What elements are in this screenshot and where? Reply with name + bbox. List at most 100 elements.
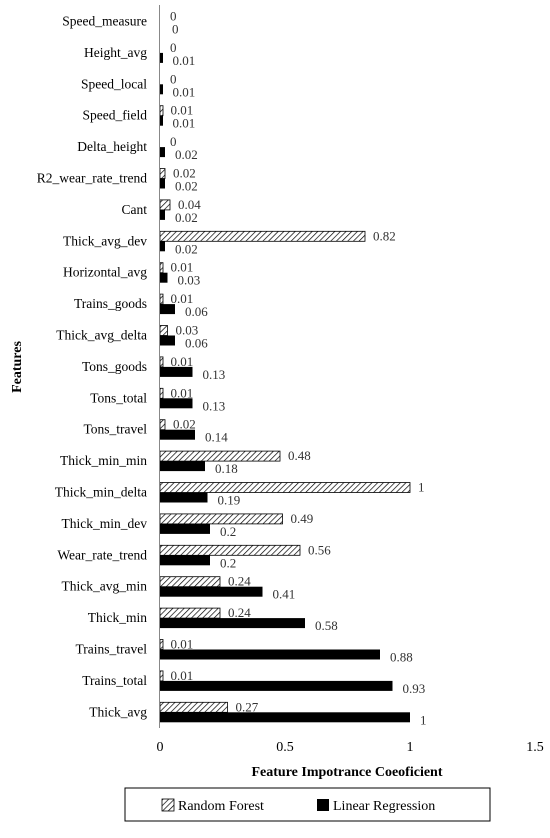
value-label-linear-regression-trains-travel: 0.88 [390, 650, 413, 665]
value-label-linear-regression-thick-min-dev: 0.2 [220, 524, 236, 539]
value-label-random-forest-thick-min-dev: 0.49 [291, 511, 314, 526]
category-label-thick-min-dev: Thick_min_dev [62, 516, 148, 531]
value-label-random-forest-trains-total: 0.01 [171, 668, 194, 683]
bar-random-forest-thick-avg-min [159, 576, 221, 588]
bar-linear-regression-delta-height [160, 147, 165, 158]
bar-linear-regression-thick-min [160, 618, 305, 629]
bar-linear-regression-trains-total [160, 680, 393, 691]
value-label-linear-regression-r2-wear-rate-trend: 0.02 [175, 179, 198, 194]
bar-linear-regression-tons-goods [160, 366, 193, 377]
bar-random-forest-thick-min-dev [159, 513, 283, 525]
category-label-cant: Cant [122, 202, 148, 217]
category-label-wear-rate-trend: Wear_rate_trend [57, 547, 147, 562]
bar-linear-regression-thick-min-delta [160, 492, 208, 503]
value-label-linear-regression-height-avg: 0.01 [173, 53, 196, 68]
bar-random-forest-cant [159, 199, 171, 211]
y-axis-title: Features [10, 341, 25, 393]
bar-linear-regression-thick-min-dev [160, 523, 210, 534]
bar-linear-regression-thick-avg-delta [160, 335, 175, 346]
value-label-random-forest-tons-total: 0.01 [171, 385, 194, 400]
value-label-random-forest-thick-avg-dev: 0.82 [373, 228, 396, 243]
x-tick-label: 0.5 [276, 740, 294, 755]
value-label-linear-regression-delta-height: 0.02 [175, 147, 198, 162]
value-label-random-forest-speed-field: 0.01 [171, 103, 194, 118]
value-label-random-forest-r2-wear-rate-trend: 0.02 [173, 166, 196, 181]
value-label-linear-regression-speed-field: 0.01 [173, 116, 196, 131]
category-label-speed-local: Speed_local [81, 76, 147, 91]
value-label-random-forest-wear-rate-trend: 0.56 [308, 542, 331, 557]
value-label-linear-regression-cant: 0.02 [175, 210, 198, 225]
x-axis-title: Feature Impotrance Coeoficient [251, 765, 442, 780]
category-label-thick-avg-delta: Thick_avg_delta [56, 328, 147, 343]
category-label-tons-travel: Tons_travel [83, 422, 147, 437]
legend-swatch-linear-regression [317, 799, 329, 811]
bar-linear-regression-tons-total [160, 398, 193, 409]
value-label-random-forest-thick-min: 0.24 [228, 605, 251, 620]
bar-random-forest-thick-min-delta [159, 482, 411, 493]
bar-random-forest-tons-total [159, 387, 164, 399]
bar-linear-regression-thick-avg-min [160, 586, 263, 597]
category-label-thick-min-delta: Thick_min_delta [55, 485, 147, 500]
value-label-linear-regression-horizontal-avg: 0.03 [178, 273, 201, 288]
bar-linear-regression-r2-wear-rate-trend [160, 178, 165, 189]
value-label-random-forest-tons-goods: 0.01 [171, 354, 194, 369]
value-label-random-forest-thick-avg-min: 0.24 [228, 574, 251, 589]
bar-linear-regression-speed-local [160, 84, 163, 95]
category-label-trains-goods: Trains_goods [74, 296, 147, 311]
value-label-random-forest-thick-avg: 0.27 [236, 699, 259, 714]
category-label-speed-measure: Speed_measure [62, 14, 147, 29]
value-label-linear-regression-tons-travel: 0.14 [205, 430, 228, 445]
value-label-random-forest-trains-goods: 0.01 [171, 291, 194, 306]
bar-random-forest-speed-field [159, 105, 164, 117]
legend-swatch-random-forest [161, 798, 175, 812]
x-tick-label: 1.5 [526, 740, 544, 755]
value-label-linear-regression-tons-goods: 0.13 [203, 367, 226, 382]
bar-random-forest-trains-travel [159, 639, 164, 650]
value-label-linear-regression-thick-avg: 1 [420, 712, 427, 727]
value-label-linear-regression-speed-measure: 0 [172, 22, 179, 37]
category-label-thick-avg-dev: Thick_avg_dev [63, 233, 147, 248]
value-label-random-forest-height-avg: 0 [170, 40, 177, 55]
value-label-random-forest-horizontal-avg: 0.01 [171, 260, 194, 275]
x-tick-label: 0 [157, 740, 164, 755]
category-label-r2-wear-rate-trend: R2_wear_rate_trend [37, 171, 147, 186]
category-label-trains-total: Trains_total [82, 673, 147, 688]
x-tick-labels: 0 0.5 1 1.5 [157, 740, 544, 755]
category-label-trains-travel: Trains_travel [76, 642, 148, 657]
bar-random-forest-thick-avg-dev [159, 230, 366, 242]
bar-linear-regression-horizontal-avg [160, 272, 168, 283]
bar-linear-regression-thick-min-min [160, 461, 205, 472]
category-label-tons-total: Tons_total [90, 390, 147, 405]
value-label-random-forest-trains-travel: 0.01 [171, 637, 194, 652]
value-label-linear-regression-thick-avg-dev: 0.02 [175, 241, 198, 256]
value-label-random-forest-tons-travel: 0.02 [173, 417, 196, 432]
bar-random-forest-trains-goods [159, 293, 164, 305]
category-label-delta-height: Delta_height [77, 139, 147, 154]
bar-random-forest-thick-avg [159, 701, 228, 713]
category-label-thick-avg-min: Thick_avg_min [62, 579, 148, 594]
value-label-random-forest-thick-min-delta: 1 [418, 480, 425, 495]
bar-random-forest-tons-goods [159, 356, 164, 368]
bar-linear-regression-thick-avg [160, 712, 410, 723]
value-label-linear-regression-trains-goods: 0.06 [185, 304, 208, 319]
bar-linear-regression-speed-field [160, 115, 163, 126]
value-label-linear-regression-thick-min-min: 0.18 [215, 461, 238, 476]
value-label-linear-regression-wear-rate-trend: 0.2 [220, 555, 236, 570]
bar-linear-regression-tons-travel [160, 429, 195, 440]
category-label-thick-avg: Thick_avg [89, 704, 147, 719]
value-label-linear-regression-thick-avg-delta: 0.06 [185, 336, 208, 351]
legend-label-linear-regression: Linear Regression [333, 799, 435, 814]
category-label-speed-field: Speed_field [83, 108, 148, 123]
bar-random-forest-thick-min-min [159, 450, 281, 462]
x-tick-label: 1 [407, 740, 414, 755]
legend: Random Forest Linear Regression [124, 787, 491, 822]
bar-random-forest-wear-rate-trend [159, 544, 301, 556]
value-label-random-forest-thick-avg-delta: 0.03 [176, 323, 199, 338]
category-label-horizontal-avg: Horizontal_avg [63, 265, 147, 280]
value-label-linear-regression-tons-total: 0.13 [203, 398, 226, 413]
bar-random-forest-horizontal-avg [159, 262, 164, 274]
bar-random-forest-r2-wear-rate-trend [159, 168, 166, 179]
